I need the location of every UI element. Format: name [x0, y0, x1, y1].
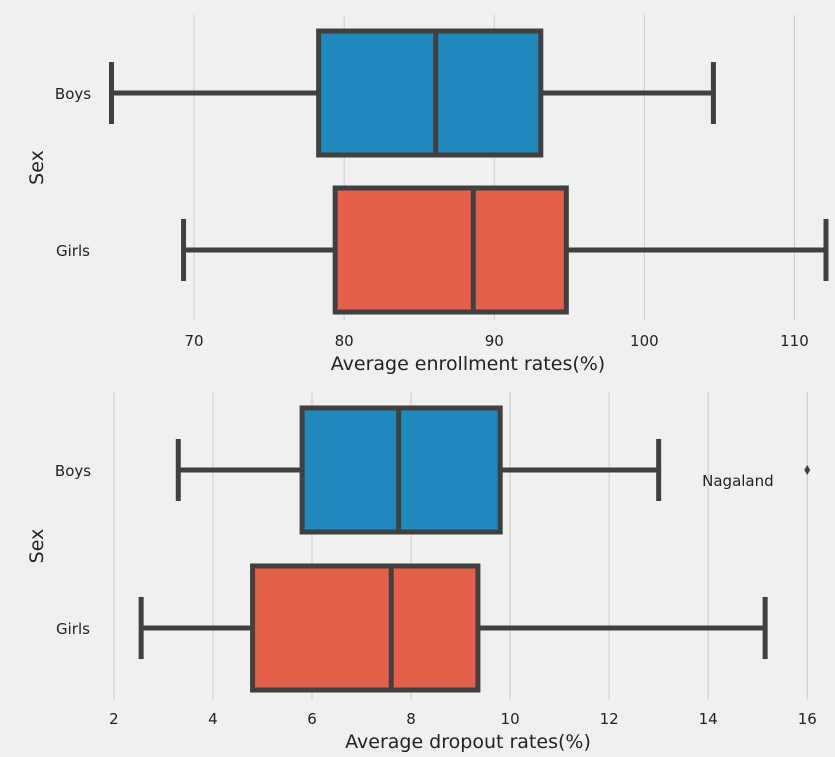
x-tick-label: 70 [185, 332, 204, 350]
x-tick-label: 2 [109, 710, 119, 728]
x-tick-label: 80 [335, 332, 354, 350]
chart-panel-2: 2 4 6 8 10 12 14 16 Boys Girls Average dropout rat… [26, 392, 817, 753]
box-iqr [250, 563, 481, 693]
box-iqr [316, 28, 544, 158]
outlier-point [804, 465, 811, 475]
x-tick-label: 16 [798, 710, 817, 728]
y-tick-label: Girls [56, 620, 90, 638]
x-tick-label: 12 [600, 710, 619, 728]
y-tick-label: Girls [56, 242, 90, 260]
x-tick-label: 4 [208, 710, 218, 728]
chart-panel-1: 70 80 90 100 110 Boys Girls Average enrollment … [26, 15, 829, 375]
x-tick-label: 14 [699, 710, 718, 728]
x-tick-label: 100 [630, 332, 659, 350]
x-tick-label: 6 [307, 710, 317, 728]
box-iqr [332, 185, 569, 315]
x-axis-label: Average enrollment rates(%) [331, 353, 605, 375]
x-tick-label: 10 [501, 710, 520, 728]
box-boys [109, 28, 716, 158]
box-boys [175, 405, 811, 535]
x-tick-label: 90 [485, 332, 504, 350]
x-tick-label: 110 [780, 332, 809, 350]
x-tick-label: 8 [406, 710, 416, 728]
x-axis-label: Average dropout rates(%) [345, 731, 591, 753]
annotation-label: Nagaland [702, 472, 774, 490]
y-axis-label: Sex [26, 150, 48, 185]
box-girls [181, 185, 829, 315]
y-tick-label: Boys [55, 85, 91, 103]
y-axis-label: Sex [26, 529, 48, 564]
box-girls [138, 563, 768, 693]
y-tick-label: Boys [55, 462, 91, 480]
